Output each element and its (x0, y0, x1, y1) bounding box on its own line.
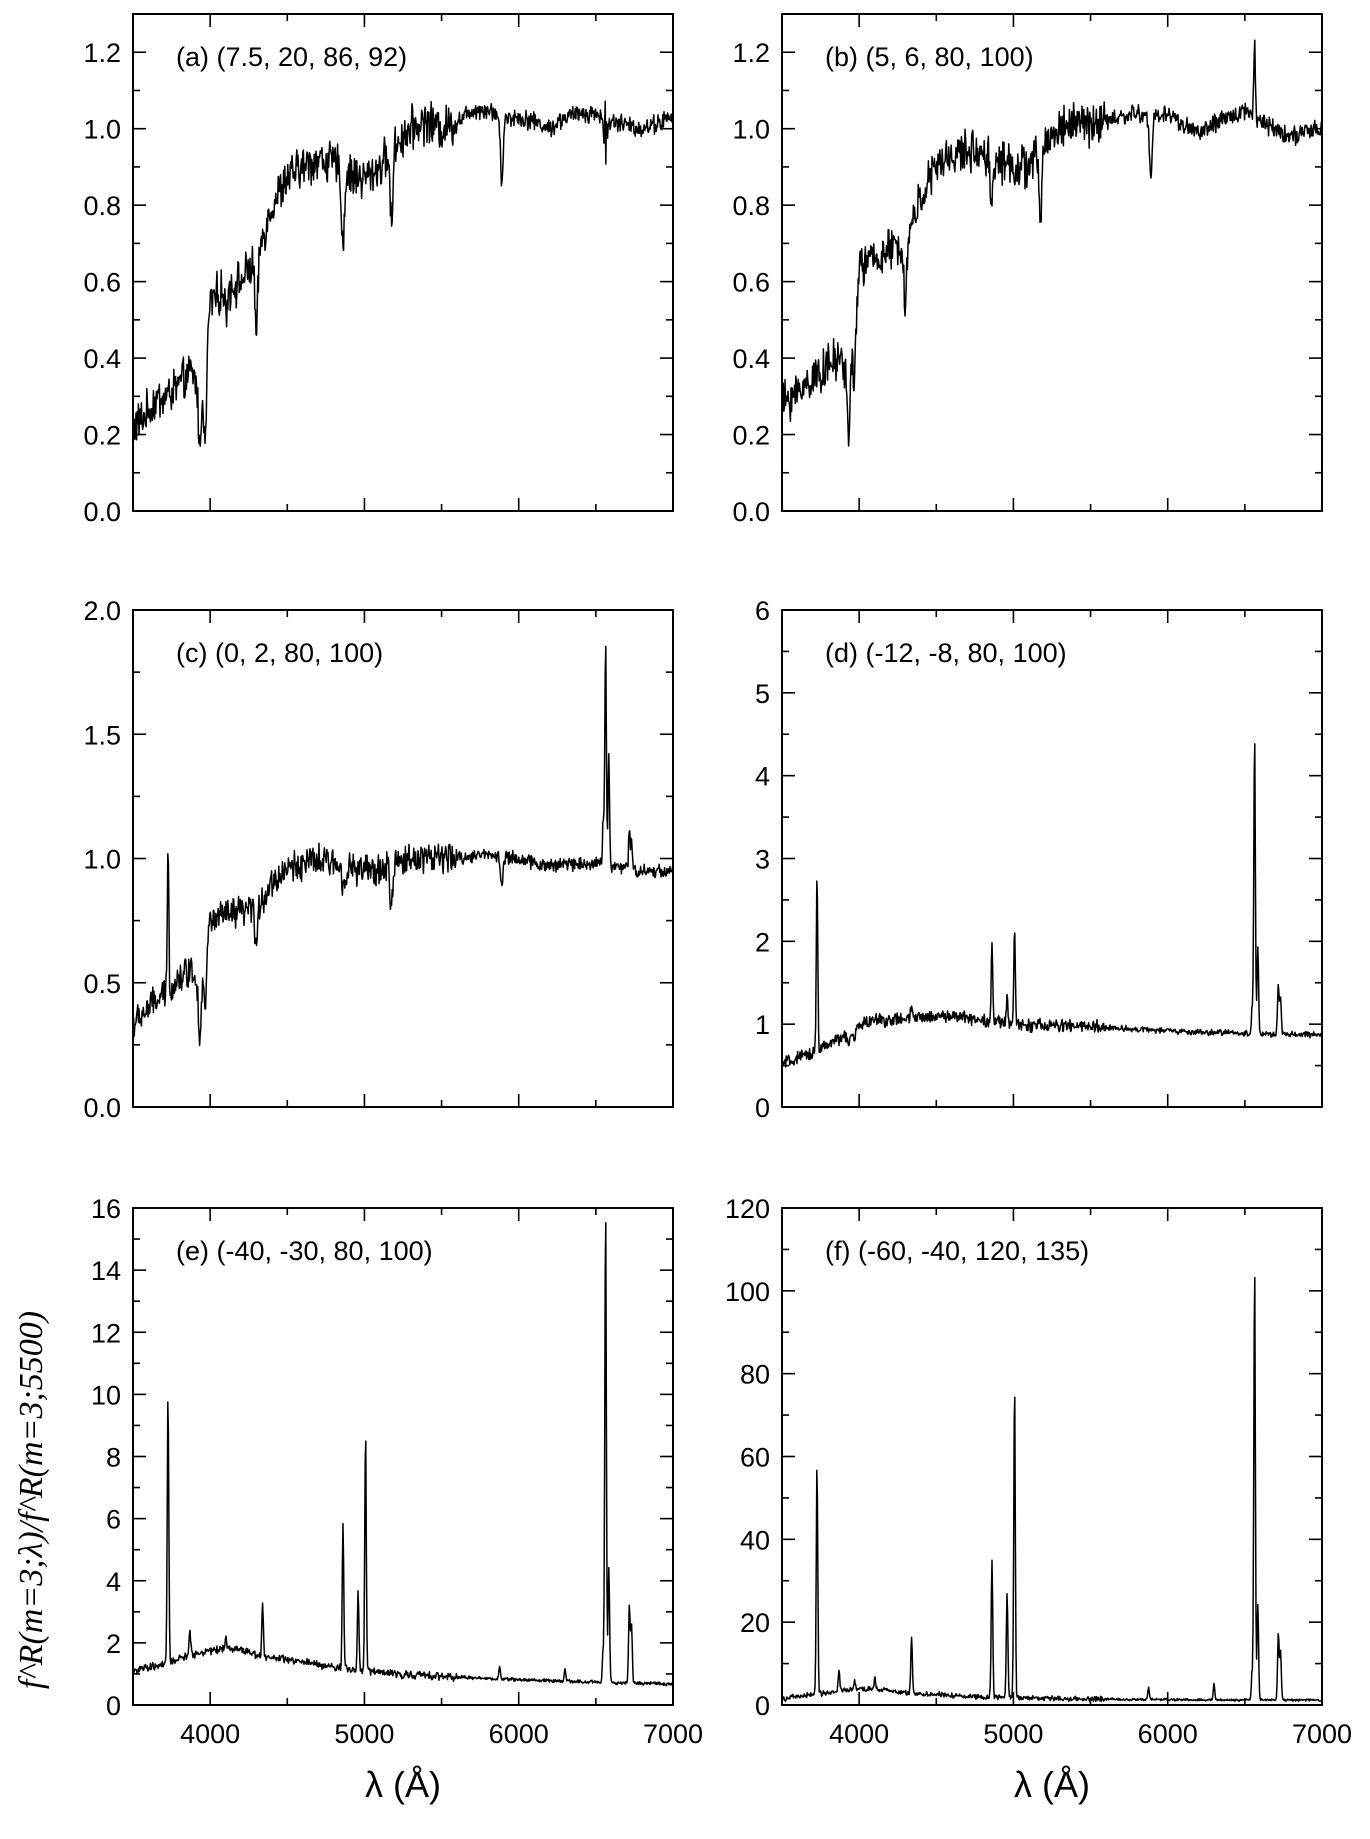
y-tick-label: 120 (725, 1194, 770, 1224)
x-tick-label: 5000 (983, 1719, 1043, 1749)
y-tick-label: 2.0 (83, 596, 121, 626)
y-tick-label: 0.8 (732, 191, 770, 221)
y-tick-label: 0.0 (83, 497, 121, 527)
y-tick-label: 0 (755, 1691, 770, 1721)
spectrum-line (781, 39, 1323, 447)
y-tick-label: 0.8 (83, 191, 121, 221)
x-tick-label: 6000 (1138, 1719, 1198, 1749)
spectrum-line (781, 743, 1323, 1068)
y-tick-label: 6 (755, 596, 770, 626)
spectrum-line (132, 1221, 674, 1687)
y-tick-label: 6 (106, 1505, 121, 1535)
panel-e: 4000 5000 6000 7000 0 2 4 6 8 10 12 14 16 (e) (-40, -… (91, 1194, 703, 1805)
x-axis-title: λ (Å) (1014, 1764, 1090, 1805)
y-tick-label: 14 (91, 1256, 121, 1286)
y-tick-label: 1.2 (732, 38, 770, 68)
x-tick-label: 4000 (180, 1719, 240, 1749)
x-axis-title: λ (Å) (365, 1764, 441, 1805)
y-tick-label: 5 (755, 679, 770, 709)
y-tick-label: 1.0 (83, 845, 121, 875)
y-tick-label: 0.4 (732, 344, 770, 374)
plot-frame (781, 1207, 1323, 1706)
y-tick-label: 0.0 (83, 1093, 121, 1123)
y-tick-label: 10 (91, 1380, 121, 1410)
plot-frame (781, 13, 1323, 512)
y-tick-label: 0 (106, 1691, 121, 1721)
x-tick-label: 7000 (643, 1719, 703, 1749)
x-tick-label: 7000 (1292, 1719, 1352, 1749)
y-tick-label: 2 (106, 1629, 121, 1659)
y-tick-label: 60 (740, 1443, 770, 1473)
y-tick-label: 1.2 (83, 38, 121, 68)
y-tick-label: 0.5 (83, 969, 121, 999)
panel-label: (b) (5, 6, 80, 100) (825, 42, 1034, 72)
panel-label: (c) (0, 2, 80, 100) (176, 638, 383, 668)
plot-frame (132, 1207, 674, 1706)
panel-f: 4000 5000 6000 7000 0 20 40 60 80 100 120 (f) (-60,… (725, 1194, 1352, 1805)
y-tick-label: 1.0 (732, 115, 770, 145)
y-tick-label: 0.6 (83, 268, 121, 298)
y-tick-label: 1 (755, 1010, 770, 1040)
x-tick-label: 6000 (489, 1719, 549, 1749)
spectrum-line (132, 100, 674, 447)
y-tick-label: 2 (755, 927, 770, 957)
y-tick-label: 20 (740, 1608, 770, 1638)
panel-c: 0.0 0.5 1.0 1.5 2.0 (c) (0, 2, 80, 100) (83, 596, 674, 1123)
y-tick-label: 16 (91, 1194, 121, 1224)
y-tick-label: 40 (740, 1525, 770, 1555)
y-tick-label: 100 (725, 1277, 770, 1307)
y-tick-label: 12 (91, 1318, 121, 1348)
x-tick-label: 4000 (829, 1719, 889, 1749)
y-tick-label: 0.4 (83, 344, 121, 374)
y-tick-label: 1.0 (83, 115, 121, 145)
spectrum-line (781, 1276, 1323, 1703)
y-tick-label: 0.0 (732, 497, 770, 527)
y-tick-label: 80 (740, 1360, 770, 1390)
panel-label: (d) (-12, -8, 80, 100) (825, 638, 1067, 668)
y-axis-title: f^R(m=3;λ)/f^R(m=3;5500) (13, 1311, 50, 1689)
plot-frame (132, 13, 674, 512)
panel-label: (f) (-60, -40, 120, 135) (825, 1236, 1089, 1266)
y-tick-label: 0 (755, 1093, 770, 1123)
y-tick-label: 0.6 (732, 268, 770, 298)
panel-d: 0 1 2 3 4 5 6 (d) (-12, -8, 80, 100) (755, 596, 1323, 1123)
y-tick-label: 1.5 (83, 720, 121, 750)
panel-label: (e) (-40, -30, 80, 100) (176, 1236, 433, 1266)
y-tick-label: 4 (106, 1567, 121, 1597)
panel-label: (a) (7.5, 20, 86, 92) (176, 42, 407, 72)
y-tick-label: 8 (106, 1443, 121, 1473)
spectrum-line (132, 645, 674, 1047)
y-tick-label: 3 (755, 845, 770, 875)
panel-a: 0.0 0.2 0.4 0.6 0.8 1.0 1.2 (a) (7.5, 20, 86, 9… (83, 13, 674, 527)
y-tick-label: 0.2 (732, 421, 770, 451)
y-tick-label: 0.2 (83, 421, 121, 451)
y-tick-label: 4 (755, 762, 770, 792)
x-tick-label: 5000 (334, 1719, 394, 1749)
panel-b: 0.0 0.2 0.4 0.6 0.8 1.0 1.2 (b) (5, 6, 80, 100) (732, 13, 1323, 527)
